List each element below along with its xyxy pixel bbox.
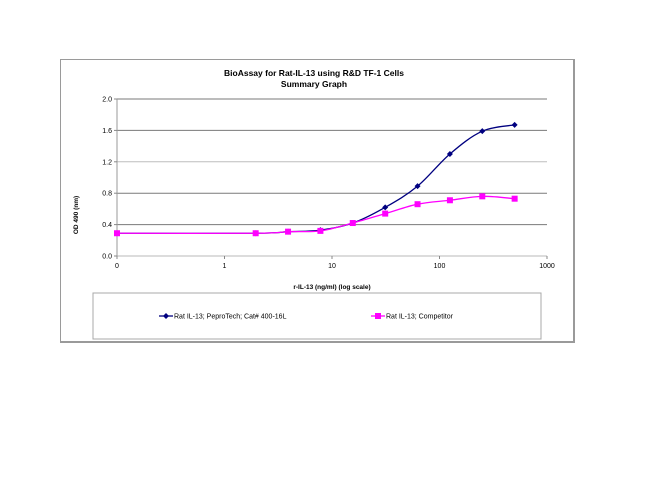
series-layer [114, 121, 518, 237]
data-point [479, 193, 486, 200]
x-tick-label: 0 [115, 263, 119, 270]
data-point [511, 195, 518, 202]
y-tick-label: 0.0 [102, 254, 112, 261]
chart-canvas: BioAssay for Rat-IL-13 using R&D TF-1 Ce… [73, 68, 555, 340]
y-tick-label: 0.4 [102, 222, 112, 229]
y-tick-label: 1.2 [102, 159, 112, 166]
x-tick-label: 1 [223, 263, 227, 270]
legend-item: Rat IL-13; PeproTech; Cat# 400-16L [159, 313, 287, 321]
y-axis-label: OD 490 (nm) [73, 196, 80, 234]
y-axis-ticks: 0.0 0.4 0.8 1.2 1.6 2.0 [102, 97, 117, 261]
x-axis-ticks: 0 1 10 100 1000 [115, 256, 555, 270]
data-point [446, 197, 453, 204]
data-point [446, 150, 453, 157]
legend-label: Rat IL-13; PeproTech; Cat# 400-16L [174, 314, 287, 321]
gridlines [116, 98, 547, 257]
chart-title: BioAssay for Rat-IL-13 using R&D TF-1 Ce… [224, 68, 404, 78]
data-point [349, 220, 356, 227]
series-peprotech [114, 121, 518, 237]
legend-label: Rat IL-13; Competitor [386, 314, 454, 321]
series-competitor [114, 193, 518, 237]
data-point [414, 201, 421, 208]
data-point [382, 210, 389, 217]
chart-frame: BioAssay for Rat-IL-13 using R&D TF-1 Ce… [60, 59, 575, 343]
data-point [382, 204, 389, 211]
data-point [511, 121, 518, 128]
x-axis-label: r-IL-13 (ng/ml) (log scale) [293, 284, 370, 291]
y-tick-label: 0.8 [102, 191, 112, 198]
data-point [252, 230, 259, 237]
y-tick-label: 2.0 [102, 97, 112, 104]
data-point [285, 228, 292, 235]
x-tick-label: 100 [434, 263, 446, 270]
chart-subtitle: Summary Graph [281, 79, 347, 89]
data-point [114, 230, 120, 237]
data-point [479, 128, 486, 135]
legend: Rat IL-13; PeproTech; Cat# 400-16L Rat IL… [159, 313, 454, 321]
data-point [317, 227, 324, 234]
legend-item: Rat IL-13; Competitor [371, 313, 454, 321]
x-tick-label: 1000 [539, 263, 555, 270]
data-point [375, 313, 381, 319]
y-tick-label: 1.6 [102, 128, 112, 135]
x-tick-label: 10 [328, 263, 336, 270]
data-point [414, 183, 421, 190]
data-point [163, 313, 169, 319]
